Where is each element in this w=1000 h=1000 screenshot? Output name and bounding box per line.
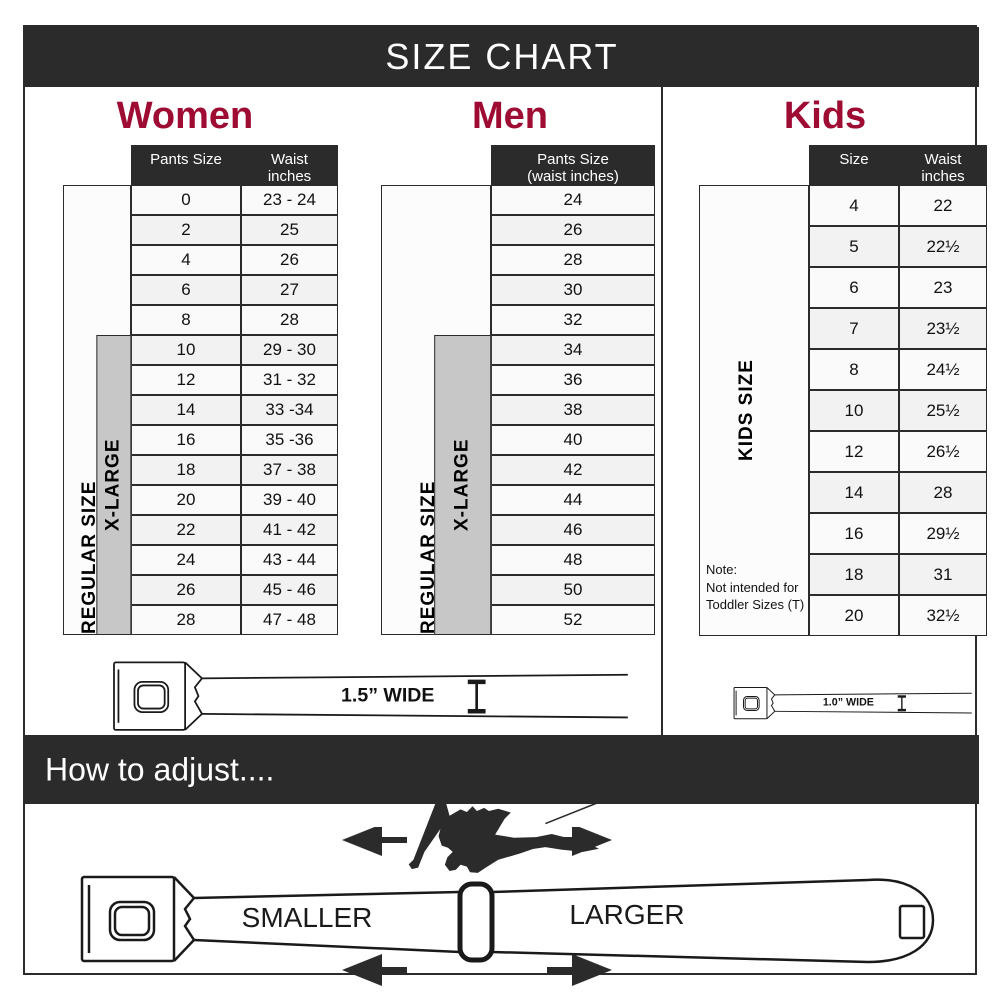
svg-text:1.0” WIDE: 1.0” WIDE: [823, 697, 874, 709]
svg-text:SMALLER: SMALLER: [242, 902, 373, 933]
svg-text:LARGER: LARGER: [569, 899, 684, 930]
svg-text:1.5” WIDE: 1.5” WIDE: [341, 684, 434, 706]
